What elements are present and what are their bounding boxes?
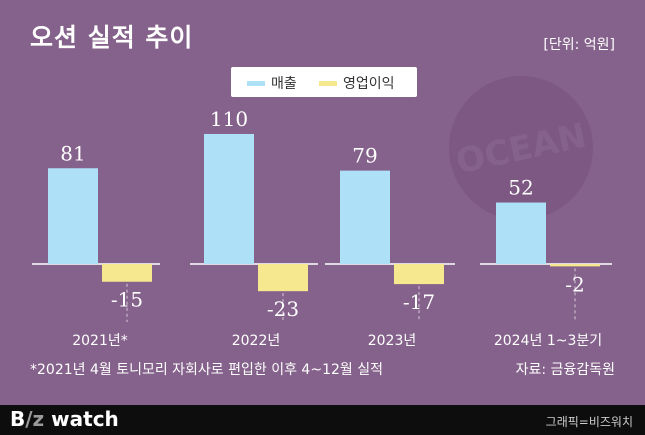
label-operating-profit-2024q1-3: -2 — [565, 272, 584, 296]
category-label-2023: 2023년 — [368, 333, 417, 349]
source-note: 자료: 금융감독원 — [515, 362, 615, 378]
legend-label-operating-profit: 영업이익 — [343, 76, 395, 92]
category-label-2022: 2022년 — [232, 333, 281, 349]
label-operating-profit-2021: -15 — [111, 288, 143, 312]
category-label-2021: 2021년* — [72, 333, 128, 349]
bar-chart: OCEAN 81 -15 2021년* 110 -23 2022년 79 -17 2023년 52… — [32, 76, 612, 349]
bar-revenue-2024q1-3 — [496, 202, 546, 264]
brand-logo: B/z watch — [10, 407, 119, 431]
label-operating-profit-2023: -17 — [403, 290, 435, 314]
label-revenue-2021: 81 — [60, 141, 85, 165]
bar-revenue-2021 — [48, 168, 98, 264]
bar-operating-profit-2023 — [394, 264, 444, 285]
ocean-logo-watermark: OCEAN — [449, 76, 593, 220]
legend-label-revenue: 매출 — [271, 76, 297, 92]
footnote: *2021년 4월 토니모리 자회사로 편입한 이후 4~12월 실적 — [30, 362, 383, 378]
category-label-2024q1-3: 2024년 1~3분기 — [494, 333, 602, 349]
bar-operating-profit-2021 — [102, 264, 152, 282]
bar-operating-profit-2022 — [258, 264, 308, 292]
label-operating-profit-2022: -23 — [267, 297, 299, 321]
footer-bar: B/z watch 그래픽=비즈워치 — [0, 405, 645, 435]
label-revenue-2022: 110 — [210, 107, 248, 131]
label-revenue-2023: 79 — [352, 144, 377, 168]
bar-revenue-2023 — [340, 170, 390, 264]
chart-title: 오션 실적 추이 — [30, 23, 194, 52]
legend-swatch-revenue — [247, 81, 265, 86]
graphic-credit: 그래픽=비즈워치 — [545, 415, 633, 429]
legend: 매출 영업이익 — [231, 67, 417, 97]
bar-revenue-2022 — [204, 133, 254, 264]
unit-label: [단위: 억원] — [543, 37, 615, 53]
label-revenue-2024q1-3: 52 — [508, 176, 533, 200]
legend-swatch-operating-profit — [319, 81, 337, 86]
bar-operating-profit-2024q1-3 — [550, 264, 600, 267]
